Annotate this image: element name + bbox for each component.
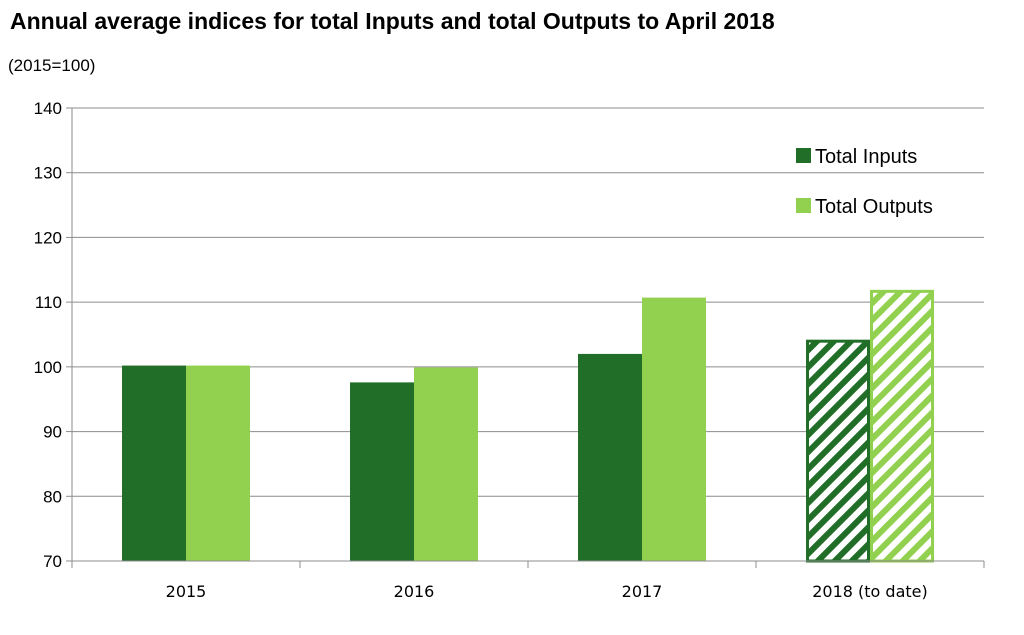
y-tick-label: 130	[34, 164, 62, 183]
x-tick-label: 2015	[166, 582, 207, 601]
x-tick-label: 2017	[622, 582, 663, 601]
bar-total-inputs	[806, 339, 870, 563]
bar-total-outputs	[186, 365, 250, 561]
y-tick-label: 90	[43, 423, 62, 442]
bar-total-outputs	[870, 289, 934, 563]
legend-swatch	[796, 198, 811, 213]
legend-entry: Total Inputs	[815, 146, 917, 168]
y-tick-label: 80	[43, 487, 62, 506]
axes: 70 80 90 100 110 120 130 140 2015 2016 2017 2018 (t…	[34, 99, 985, 601]
y-tick-label: 120	[34, 228, 62, 247]
bar-total-outputs	[414, 367, 478, 561]
unit-label: (2015=100)	[8, 56, 96, 75]
legend-swatch	[796, 148, 811, 163]
x-tick-label: 2018 (to date)	[812, 582, 928, 601]
y-tick-label: 100	[34, 358, 62, 377]
bar-total-inputs	[578, 353, 642, 561]
x-tick-label: 2016	[394, 582, 435, 601]
y-tick-label: 70	[43, 552, 62, 571]
y-tick-label: 140	[34, 99, 62, 118]
legend-entry: Total Outputs	[815, 196, 933, 218]
y-tick-label: 110	[35, 293, 62, 312]
bar-total-inputs	[122, 365, 186, 561]
bars	[122, 289, 934, 563]
bar-total-outputs	[642, 297, 706, 561]
bar-total-inputs	[350, 382, 414, 561]
chart-title: Annual average indices for total Inputs …	[10, 8, 775, 34]
legend: Total Inputs Total Outputs	[796, 146, 933, 218]
